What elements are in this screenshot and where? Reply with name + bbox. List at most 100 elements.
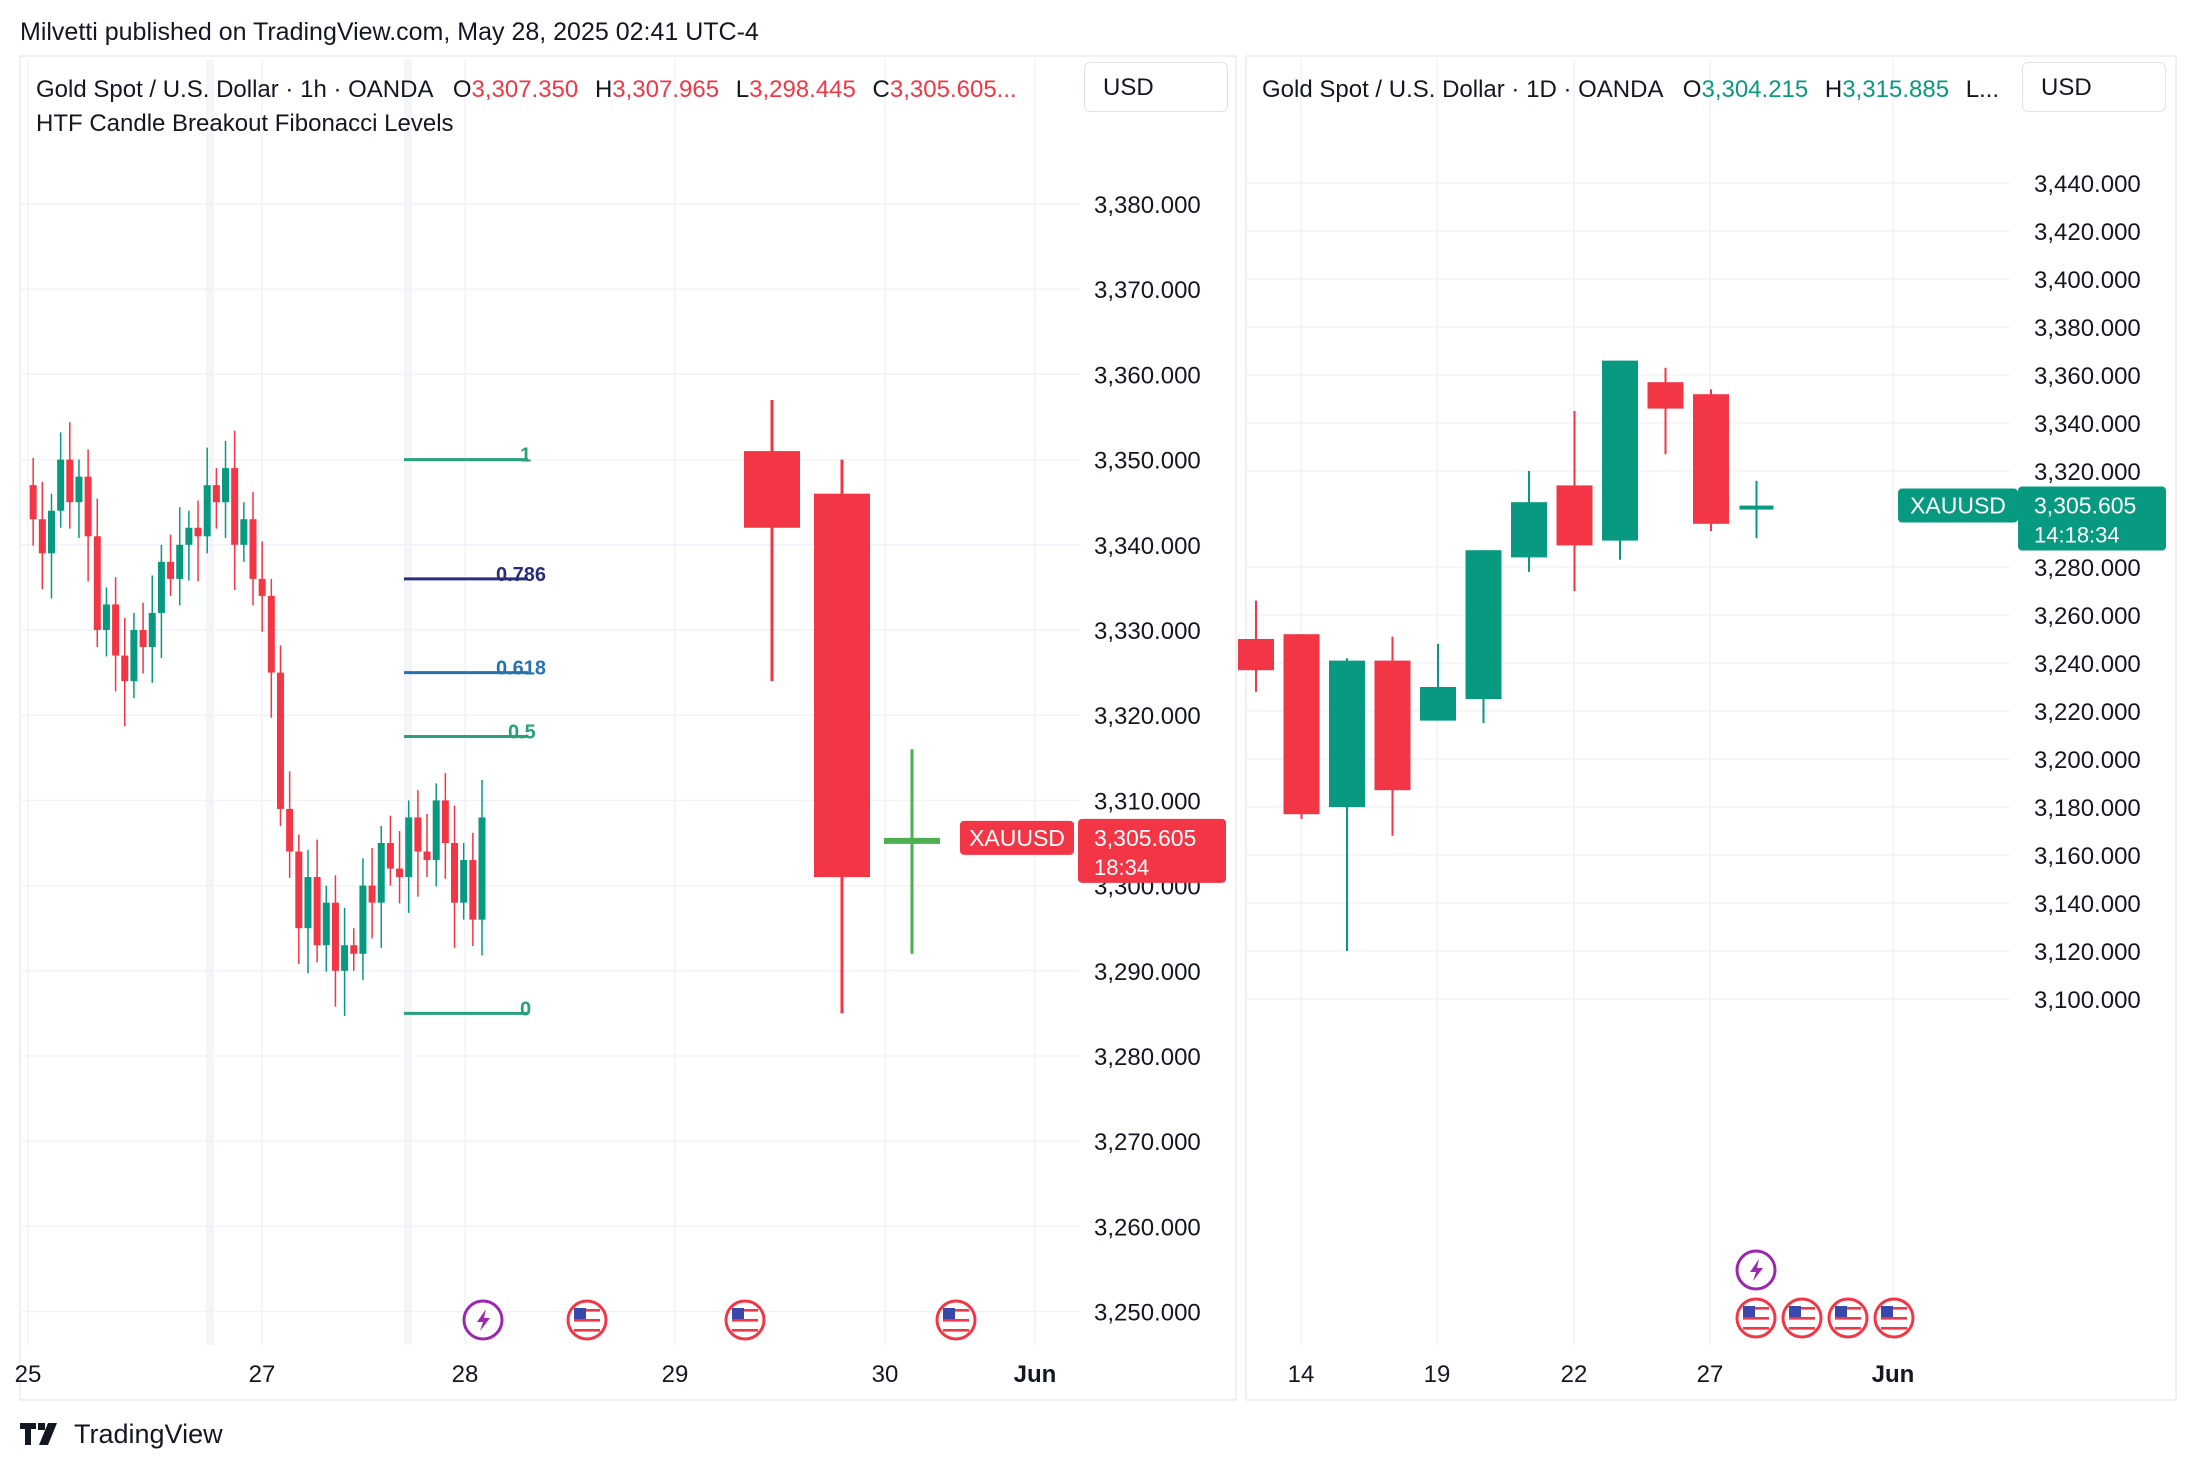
tradingview-logo-icon — [20, 1423, 57, 1445]
us-flag-canton — [1835, 1306, 1847, 1317]
right-chart: 3,440.000 3,420.000 3,400.000 3,380.000 3,36… — [1238, 60, 2166, 1388]
left-indicator-name[interactable]: HTF Candle Breakout Fibonacci Levels — [36, 110, 454, 137]
daily-candle-body — [1465, 550, 1502, 699]
hourly-candle-body — [139, 630, 147, 648]
hourly-candle-body — [57, 459, 65, 511]
right-y-tick: 3,340.000 — [2034, 411, 2141, 438]
right-currency-button[interactable]: USD — [2022, 62, 2166, 112]
left-currency-button[interactable]: USD — [1084, 62, 1228, 112]
right-y-tick: 3,120.000 — [2034, 939, 2141, 966]
fib-level-label: 0.618 — [496, 658, 546, 680]
hourly-candle-body — [222, 468, 230, 503]
us-flag-stripe — [1789, 1327, 1815, 1330]
hourly-candle-body — [368, 885, 376, 903]
right-open-label: O — [1682, 76, 1702, 103]
right-y-tick: 3,420.000 — [2034, 219, 2141, 246]
hourly-candle-body — [304, 877, 312, 929]
hourly-candle-body — [157, 561, 165, 613]
hourly-candle-body — [185, 527, 193, 545]
hourly-candle-body — [212, 485, 220, 503]
daily-candle-body — [1283, 634, 1320, 815]
us-flag-stripe — [943, 1309, 969, 1312]
us-flag-canton — [1743, 1306, 1755, 1317]
us-flag-stripe — [732, 1314, 758, 1317]
hourly-candle-body — [405, 817, 413, 878]
us-flag-stripe — [732, 1329, 758, 1332]
hourly-candle-body — [432, 800, 440, 861]
fib-level-label: 0.786 — [496, 564, 546, 586]
right-symbol-title[interactable]: Gold Spot / U.S. Dollar · 1D · OANDA — [1262, 76, 1663, 103]
us-flag-stripe — [1743, 1322, 1769, 1325]
right-x-tick: 19 — [1424, 1361, 1451, 1388]
right-legend: Gold Spot / U.S. Dollar · 1D · OANDA O3,… — [1262, 76, 1999, 104]
hourly-candle-body — [460, 860, 468, 903]
right-open-value: 3,304.215 — [1701, 76, 1809, 103]
right-y-tick: 3,240.000 — [2034, 651, 2141, 678]
left-x-tick: 27 — [249, 1361, 276, 1388]
hourly-candle-body — [377, 843, 385, 903]
lightning-icon — [1735, 1249, 1777, 1291]
us-flag-stripe — [1835, 1317, 1861, 1320]
us-flag-stripe — [1835, 1327, 1861, 1330]
hourly-candle-body — [29, 485, 37, 520]
hourly-candle-body — [102, 604, 110, 630]
right-low-label: L... — [1965, 76, 2000, 103]
daily-candle-body — [1238, 639, 1274, 671]
left-open-label: O — [452, 76, 472, 103]
left-countdown: 18:34 — [1094, 855, 1149, 880]
us-flag-stripe — [1881, 1322, 1907, 1325]
us-flag-icon — [566, 1299, 608, 1341]
right-x-tick: Jun — [1872, 1361, 1915, 1388]
us-flag-stripe — [574, 1314, 600, 1317]
hourly-candle-body — [194, 527, 202, 537]
us-flag-stripe — [574, 1309, 600, 1312]
left-symbol-title[interactable]: Gold Spot / U.S. Dollar · 1h · OANDA — [36, 76, 433, 103]
us-flag-stripe — [574, 1324, 600, 1327]
left-close-value: 3,305.605... — [889, 76, 1017, 103]
right-x-tick: 22 — [1561, 1361, 1588, 1388]
tradingview-logo: TradingView — [20, 1418, 223, 1450]
hourly-candle-body — [331, 902, 339, 971]
hourly-candle-body — [176, 544, 184, 579]
left-y-tick: 3,310.000 — [1094, 788, 1201, 815]
right-last-price: 3,305.605 — [2034, 493, 2136, 519]
hourly-candle-body — [231, 468, 239, 545]
us-flag-stripe — [943, 1329, 969, 1332]
daily-candle-body — [1739, 505, 1774, 510]
daily-candle-body — [1329, 660, 1365, 807]
us-flag-stripe — [1881, 1312, 1907, 1315]
left-y-tick: 3,320.000 — [1094, 703, 1201, 730]
hourly-candle-body — [38, 519, 46, 554]
htf-candle-body — [744, 451, 800, 528]
right-pane-frame — [1245, 55, 2177, 1401]
hourly-candle-body — [451, 843, 459, 903]
hourly-candle-body — [396, 868, 404, 878]
left-x-tick: 25 — [15, 1361, 42, 1388]
daily-candle-body — [1556, 485, 1593, 546]
us-flag-canton — [574, 1308, 586, 1319]
lightning-bolt — [1750, 1259, 1763, 1281]
hourly-candle-body — [130, 630, 138, 682]
left-y-tick: 3,370.000 — [1094, 277, 1201, 304]
lightning-icon — [462, 1299, 504, 1341]
us-flag-canton — [1789, 1306, 1801, 1317]
left-y-tick: 3,250.000 — [1094, 1300, 1201, 1327]
left-y-tick: 3,340.000 — [1094, 533, 1201, 560]
right-x-tick: 14 — [1288, 1361, 1315, 1388]
right-y-tick: 3,220.000 — [2034, 699, 2141, 726]
hourly-candle-body — [75, 476, 83, 503]
us-flag-icon — [935, 1299, 977, 1341]
left-symbol-tag-text: XAUUSD — [969, 825, 1065, 851]
fib-level-label: 0.5 — [508, 722, 536, 744]
right-countdown: 14:18:34 — [2034, 523, 2120, 548]
us-flag-stripe — [943, 1324, 969, 1327]
us-flag-stripe — [1881, 1307, 1907, 1310]
hourly-candle-body — [167, 561, 175, 579]
left-legend: Gold Spot / U.S. Dollar · 1h · OANDA O3,… — [36, 76, 1017, 104]
daily-candle-body — [1647, 382, 1684, 409]
hourly-candle-body — [121, 655, 129, 682]
hourly-candle-body — [350, 945, 358, 954]
left-open-value: 3,307.350 — [471, 76, 579, 103]
us-flag-stripe — [1835, 1307, 1861, 1310]
us-flag-stripe — [1789, 1312, 1815, 1315]
